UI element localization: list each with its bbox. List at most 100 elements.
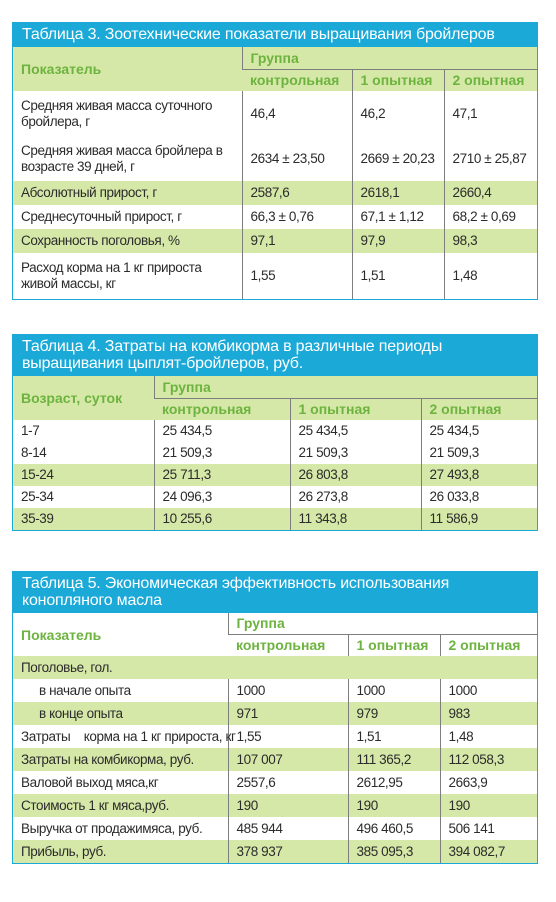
cell: 11 586,9: [420, 508, 537, 530]
cell: 2669 ± 20,23: [351, 136, 444, 181]
cell: 107 007: [227, 748, 348, 771]
row-label: Затраты корма на 1 кг прироста, кг: [13, 725, 236, 748]
cell: 2710 ± 25,87: [443, 136, 537, 181]
cell: 67,1 ± 1,12: [351, 205, 444, 229]
table-5-header-group-1: 1 опытная: [347, 633, 440, 656]
table-row: Среднесуточный прирост, г 66,3 ± 0,76 67…: [13, 205, 537, 229]
cell: 47,1: [443, 91, 537, 136]
table-5-header-group-0: контрольная: [228, 633, 348, 656]
cell: 1000: [439, 679, 537, 702]
row-label: Прибыль, руб.: [13, 840, 228, 863]
cell: 46,4: [241, 91, 352, 136]
row-label: Выручка от продажимяса, руб.: [13, 817, 228, 840]
cell: 2587,6: [241, 181, 352, 205]
row-label: 1-7: [13, 420, 154, 442]
table-row: Средняя живая масса бройлера в возрасте …: [13, 136, 537, 181]
cell: 2634 ± 23,50: [241, 136, 352, 181]
cell: 1,55: [241, 253, 352, 299]
cell: 485 944: [227, 817, 348, 840]
cell: 2612,95: [347, 771, 440, 794]
row-label: Затраты на комбикорма, руб.: [13, 748, 228, 771]
row-label: Средняя живая масса бройлера в возрасте …: [13, 136, 242, 181]
cell: 1,48: [443, 253, 537, 299]
table-row: Затраты корма на 1 кг прироста, кг 1,55 …: [13, 725, 537, 748]
table-5-title: Таблица 5. Экономическая эффективность и…: [12, 571, 538, 613]
cell: 25 434,5: [420, 420, 537, 442]
row-label: в конце опыта: [13, 702, 228, 725]
table-row: 8-14 21 509,3 21 509,3 21 509,3: [13, 442, 537, 464]
table-3-title: Таблица 3. Зоотехнические показатели выр…: [12, 22, 538, 47]
table-row: Прибыль, руб. 378 937 385 095,3 394 082,…: [13, 840, 537, 863]
row-label: в начале опыта: [13, 679, 228, 702]
table-4-grid: Возраст, суток Группа контрольная 1 опыт…: [13, 376, 537, 530]
table-row: в начале опыта 1000 1000 1000: [13, 679, 537, 702]
row-label: 15-24: [13, 464, 154, 486]
cell: 66,3 ± 0,76: [241, 205, 352, 229]
cell: 506 141: [439, 817, 537, 840]
table-row: 25-34 24 096,3 26 273,8 26 033,8: [13, 486, 537, 508]
table-3-header-indicator: Показатель: [13, 47, 242, 91]
cell: 1000: [347, 679, 440, 702]
row-label: Валовой выход мяса,кг: [13, 771, 228, 794]
table-row: Стоимость 1 кг мяса,руб. 190 190 190: [13, 794, 537, 817]
cell: 1,51: [347, 725, 440, 748]
cell: 98,3: [443, 229, 537, 253]
cell: 10 255,6: [153, 508, 290, 530]
cell: 190: [227, 794, 348, 817]
table-3-header-group-2: 2 опытная: [443, 68, 537, 91]
table-row: 1-7 25 434,5 25 434,5 25 434,5: [13, 420, 537, 442]
table-4-header-group-0: контрольная: [154, 397, 290, 420]
cell: 21 509,3: [420, 442, 537, 464]
table-row: в конце опыта 971 979 983: [13, 702, 537, 725]
cell: 46,2: [351, 91, 444, 136]
table-row: Поголовье, гол.: [13, 656, 537, 679]
row-label: Среднесуточный прирост, г: [13, 205, 242, 229]
cell: 26 803,8: [289, 464, 421, 486]
cell: 21 509,3: [153, 442, 290, 464]
cell: 21 509,3: [289, 442, 421, 464]
table-row: Валовой выход мяса,кг 2557,6 2612,95 266…: [13, 771, 537, 794]
table-row: Выручка от продажимяса, руб. 485 944 496…: [13, 817, 537, 840]
cell: 385 095,3: [347, 840, 440, 863]
cell: 983: [439, 702, 537, 725]
cell: 1000: [227, 679, 348, 702]
table-row: Средняя живая масса суточного бройлера, …: [13, 91, 537, 136]
cell: 25 434,5: [153, 420, 290, 442]
table-3: Таблица 3. Зоотехнические показатели выр…: [12, 22, 538, 300]
cell: 190: [347, 794, 440, 817]
table-row: Расход корма на 1 кг прироста живой масс…: [13, 253, 537, 299]
cell: 26 033,8: [420, 486, 537, 508]
cell: 190: [439, 794, 537, 817]
row-label: 8-14: [13, 442, 154, 464]
table-5-grid: Показатель Группа контрольная 1 опытная …: [13, 613, 537, 863]
table-4-title: Таблица 4. Затраты на комбикорма в разли…: [12, 334, 538, 376]
table-row: Абсолютный прирост, г 2587,6 2618,1 2660…: [13, 181, 537, 205]
cell: 394 082,7: [439, 840, 537, 863]
cell: 1,55: [227, 725, 348, 748]
table-row: Затраты на комбикорма, руб. 107 007 111 …: [13, 748, 537, 771]
cell: 971: [227, 702, 348, 725]
table-3-header-group-0: контрольная: [242, 68, 352, 91]
cell: 2618,1: [351, 181, 444, 205]
row-label: Расход корма на 1 кг прироста живой масс…: [13, 253, 242, 299]
table-5: Таблица 5. Экономическая эффективность и…: [12, 571, 538, 864]
table-5-header-group: Группа: [227, 613, 537, 634]
table-4: Таблица 4. Затраты на комбикорма в разли…: [12, 334, 538, 531]
cell: 11 343,8: [289, 508, 421, 530]
row-label: 35-39: [13, 508, 154, 530]
cell: 25 711,3: [153, 464, 290, 486]
cell: 27 493,8: [420, 464, 537, 486]
table-4-header-group-2: 2 опытная: [420, 397, 537, 420]
table-4-header-group: Группа: [153, 376, 537, 398]
cell: 496 460,5: [347, 817, 440, 840]
row-label: Стоимость 1 кг мяса,руб.: [13, 794, 228, 817]
cell: 1,48: [439, 725, 537, 748]
cell: 112 058,3: [439, 748, 537, 771]
table-row: Сохранность поголовья, % 97,1 97,9 98,3: [13, 229, 537, 253]
cell: 979: [347, 702, 440, 725]
cell: 68,2 ± 0,69: [443, 205, 537, 229]
cell: 2557,6: [227, 771, 348, 794]
row-label: Поголовье, гол.: [13, 656, 537, 679]
cell: 1,51: [351, 253, 444, 299]
cell: 97,9: [351, 229, 444, 253]
